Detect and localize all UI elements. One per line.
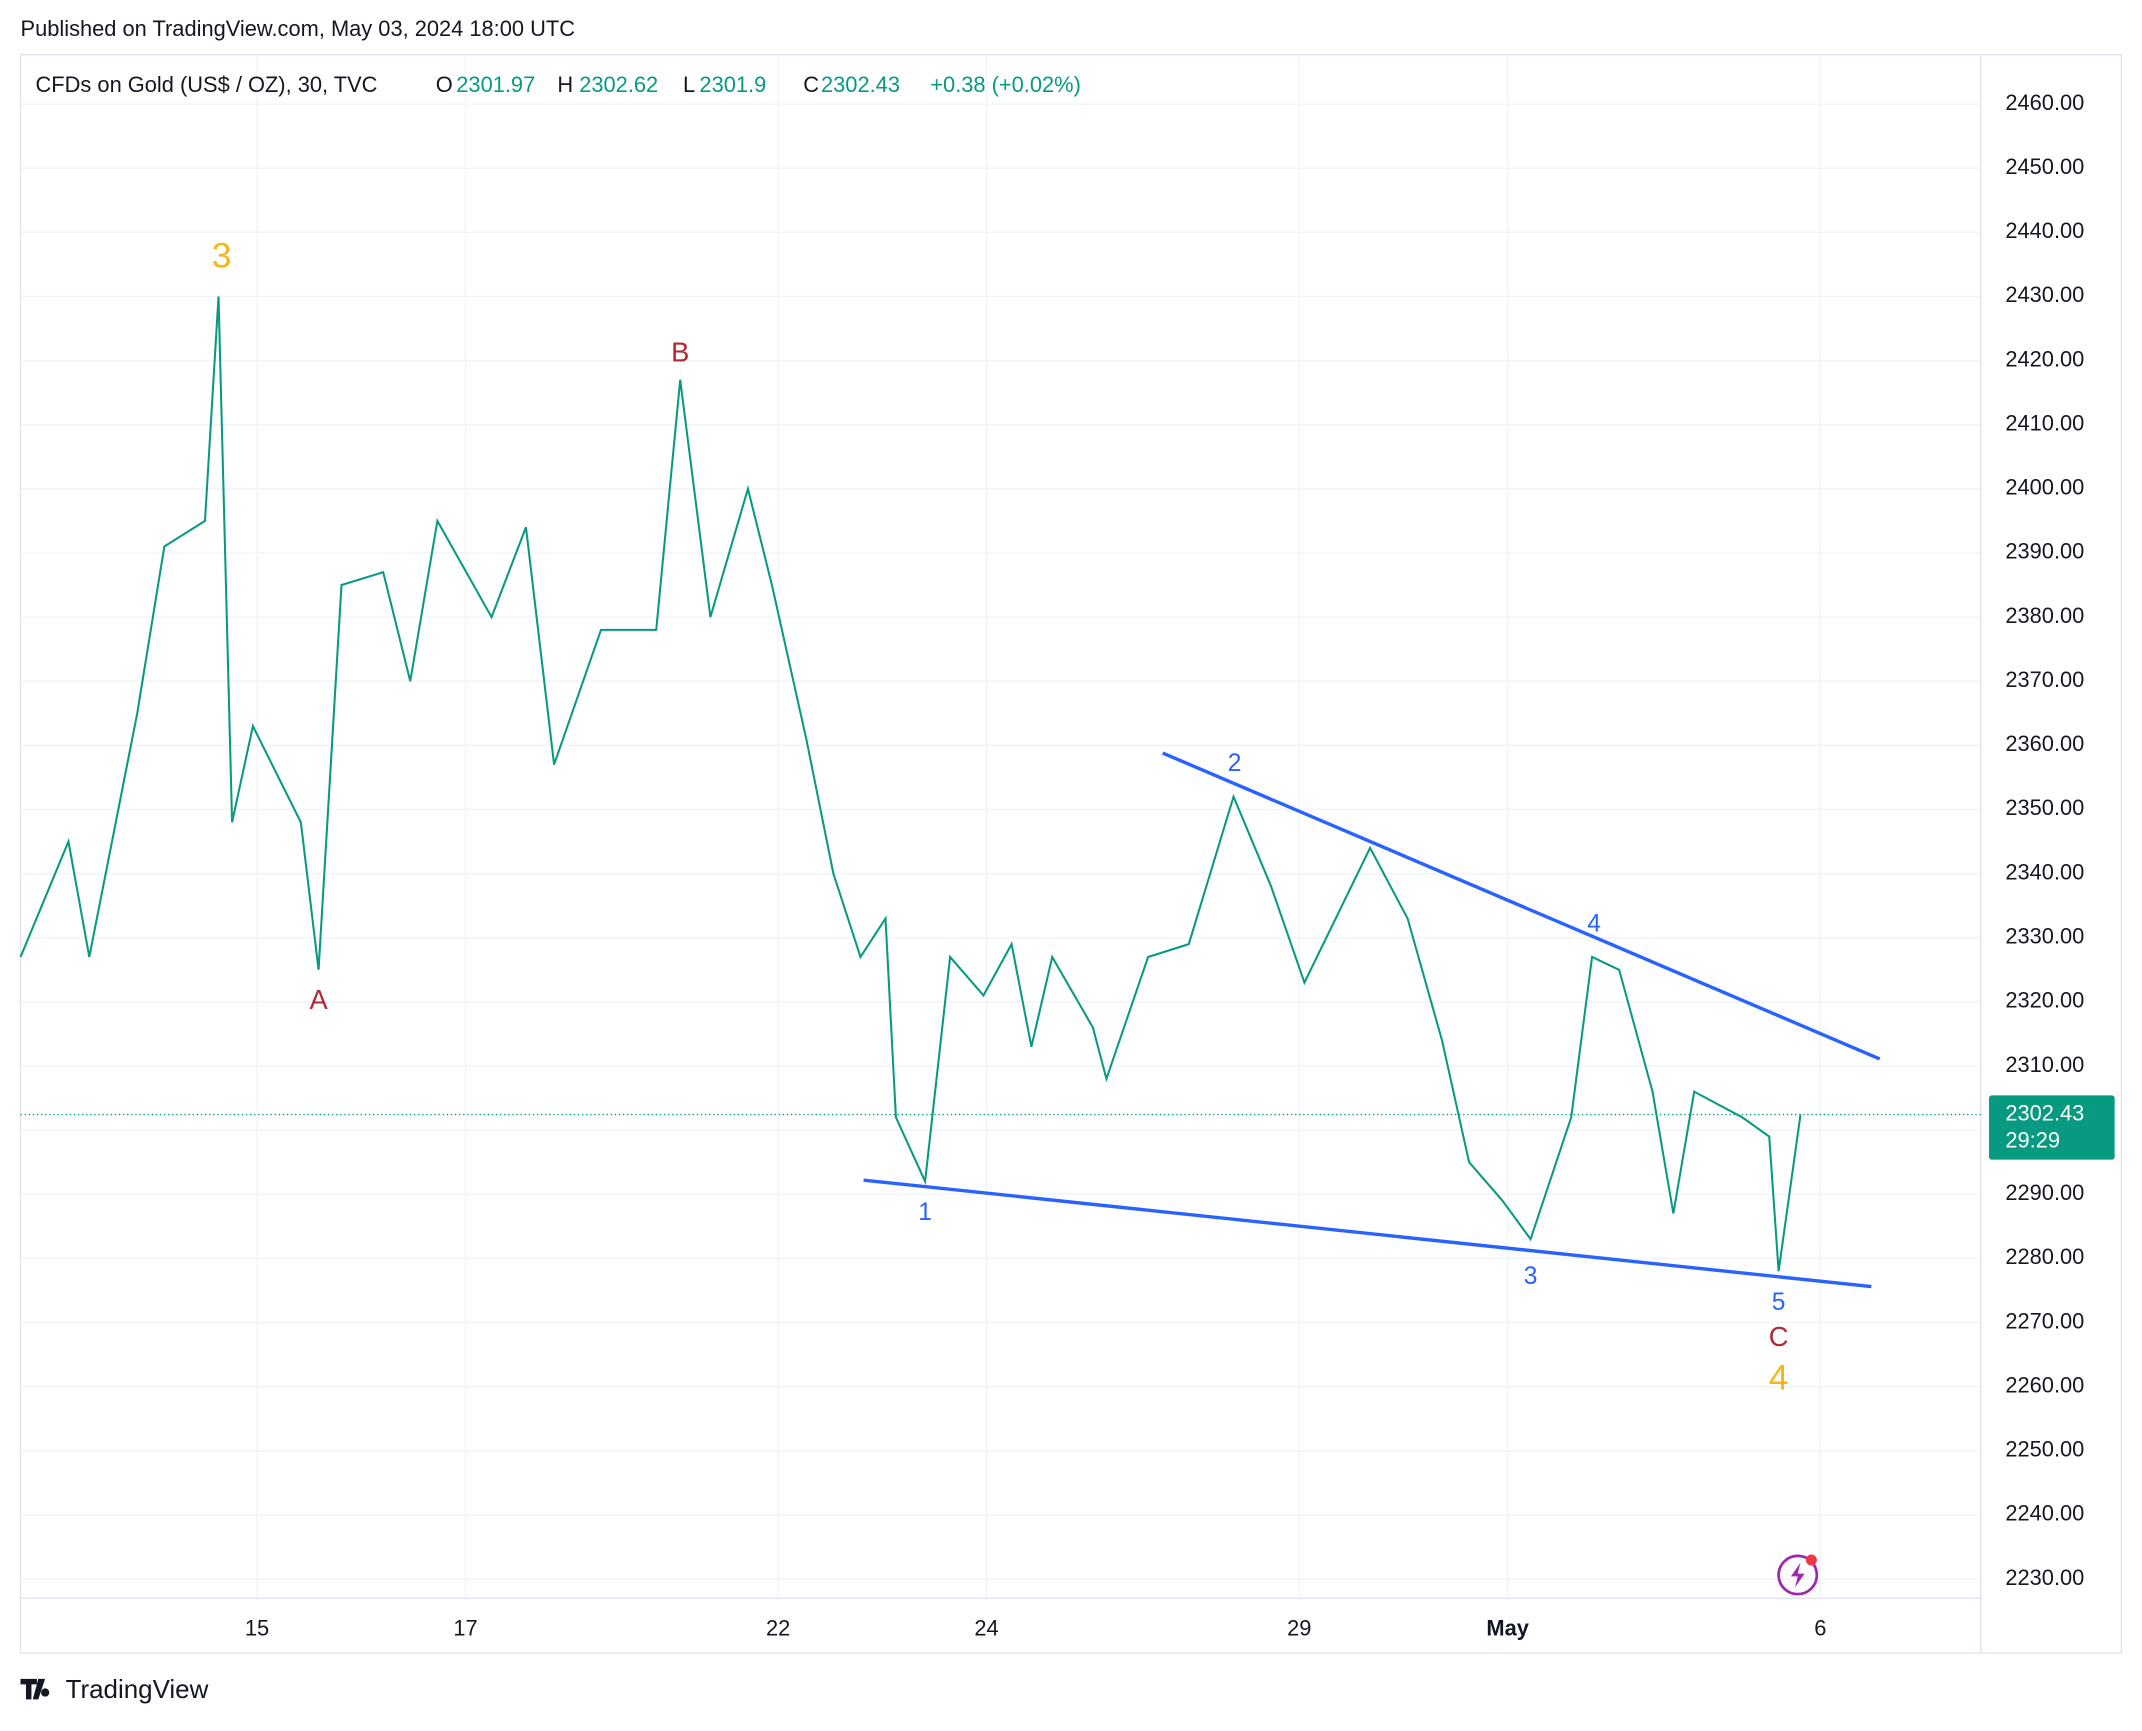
change: +0.38 (+0.02%) bbox=[930, 72, 1081, 97]
wave-label: 4 bbox=[1587, 910, 1601, 937]
wave-label: 3 bbox=[1524, 1263, 1538, 1290]
y-tick-label: 2320.00 bbox=[2005, 988, 2084, 1013]
alert-icon[interactable] bbox=[1777, 1554, 1819, 1596]
low: 2301.9 bbox=[699, 72, 766, 97]
h-label: H bbox=[557, 72, 573, 97]
wave-label: 2 bbox=[1228, 750, 1242, 777]
y-tick-label: 2260.00 bbox=[2005, 1372, 2084, 1397]
price-line bbox=[19, 296, 1802, 1272]
price-tag-value: 2302.43 bbox=[2005, 1100, 2084, 1125]
symbol: CFDs on Gold (US$ / OZ), 30, TVC bbox=[36, 72, 378, 97]
y-tick-label: 2450.00 bbox=[2005, 154, 2084, 179]
logo bbox=[20, 1678, 50, 1700]
x-tick-label: May bbox=[1486, 1615, 1529, 1640]
y-tick-label: 2350.00 bbox=[2005, 795, 2084, 820]
x-tick-label: 24 bbox=[974, 1615, 998, 1640]
x-tick-label: 6 bbox=[1814, 1615, 1826, 1640]
c-label: C bbox=[803, 72, 819, 97]
y-tick-label: 2340.00 bbox=[2005, 859, 2084, 884]
trendline bbox=[1162, 751, 1881, 1061]
y-tick-label: 2330.00 bbox=[2005, 923, 2084, 948]
x-tick-label: 15 bbox=[245, 1615, 269, 1640]
close: 2302.43 bbox=[821, 72, 900, 97]
y-tick-label: 2400.00 bbox=[2005, 475, 2084, 500]
y-tick-label: 2440.00 bbox=[2005, 218, 2084, 243]
y-tick-label: 2240.00 bbox=[2005, 1501, 2084, 1526]
high: 2302.62 bbox=[579, 72, 658, 97]
y-tick-label: 2460.00 bbox=[2005, 90, 2084, 115]
frame bbox=[19, 53, 2123, 1654]
y-tick-label: 2310.00 bbox=[2005, 1052, 2084, 1077]
y-tick-label: 2230.00 bbox=[2005, 1565, 2084, 1590]
y-tick-label: 2410.00 bbox=[2005, 410, 2084, 435]
trendline bbox=[863, 1178, 1872, 1289]
wave-label: 4 bbox=[1769, 1358, 1789, 1398]
wave-label: 1 bbox=[918, 1199, 932, 1226]
wave-label: B bbox=[671, 336, 689, 367]
y-tick-label: 2420.00 bbox=[2005, 346, 2084, 371]
y-tick-label: 2360.00 bbox=[2005, 731, 2084, 756]
x-tick-label: 29 bbox=[1287, 1615, 1311, 1640]
wave-label: 5 bbox=[1772, 1289, 1786, 1316]
y-tick-label: 2430.00 bbox=[2005, 282, 2084, 307]
price-tag-countdown: 29:29 bbox=[2005, 1128, 2060, 1153]
y-tick-label: 2380.00 bbox=[2005, 603, 2084, 628]
wave-label: A bbox=[309, 984, 328, 1015]
y-tick-label: 2250.00 bbox=[2005, 1437, 2084, 1462]
open: 2301.97 bbox=[456, 72, 535, 97]
x-tick-label: 22 bbox=[766, 1615, 790, 1640]
published: Published on TradingView.com, May 03, 20… bbox=[21, 16, 576, 41]
y-tick-label: 2390.00 bbox=[2005, 539, 2084, 564]
brand: TradingView bbox=[66, 1676, 209, 1704]
x-tick-label: 17 bbox=[453, 1615, 477, 1640]
y-tick-label: 2270.00 bbox=[2005, 1308, 2084, 1333]
y-tick-label: 2290.00 bbox=[2005, 1180, 2084, 1205]
wave-label: 3 bbox=[212, 235, 232, 275]
y-tick-label: 2280.00 bbox=[2005, 1244, 2084, 1269]
legend: CFDs on Gold (US$ / OZ), 30, TVC O 2301.… bbox=[36, 72, 1081, 97]
y-tick-label: 2370.00 bbox=[2005, 667, 2084, 692]
price-tag bbox=[1988, 1095, 2115, 1160]
grid bbox=[20, 54, 1981, 1599]
wave-label: C bbox=[1769, 1321, 1789, 1352]
l-label: L bbox=[683, 72, 695, 97]
o-label: O bbox=[436, 72, 453, 97]
